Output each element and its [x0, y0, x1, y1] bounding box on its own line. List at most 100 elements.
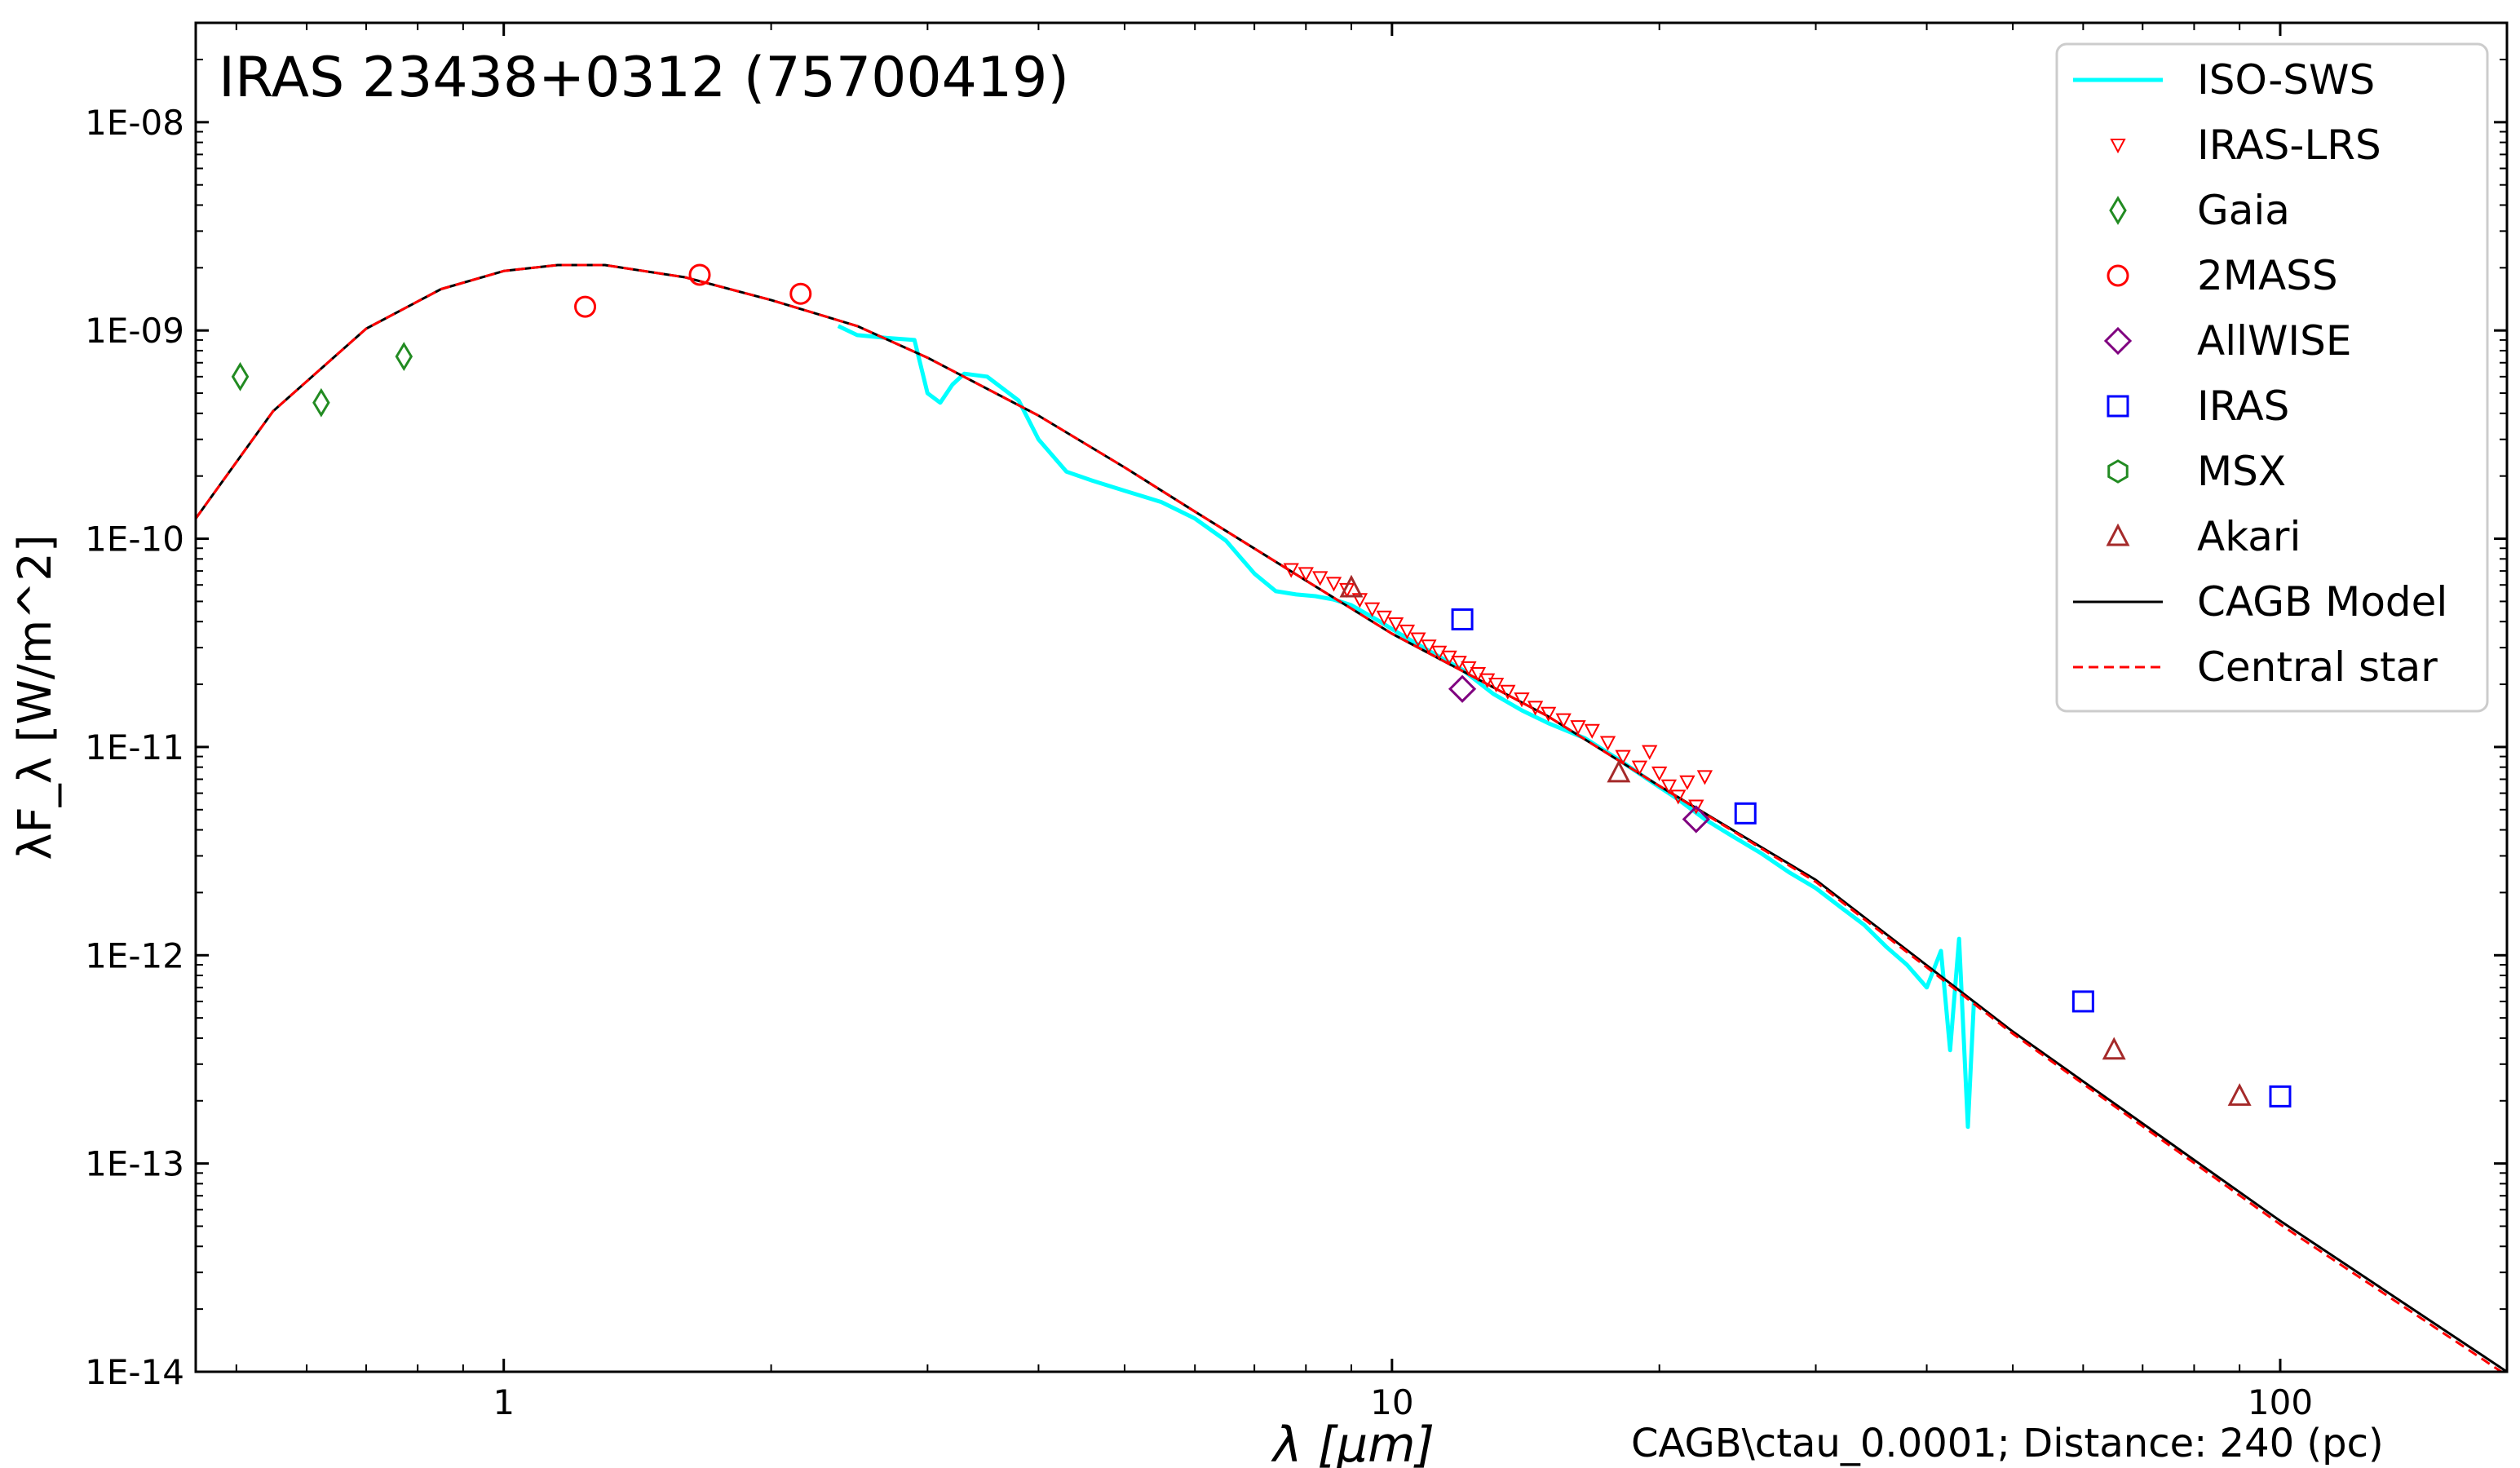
- x-axis-label: λ [μm]: [1271, 1417, 1435, 1468]
- point-iras-lrs: [1325, 577, 1342, 592]
- y-tick-label: 1E-11: [85, 727, 184, 767]
- point-iras-lrs: [1696, 770, 1713, 785]
- series-central-star: [196, 263, 2504, 1372]
- legend-swatch: [2106, 523, 2130, 546]
- point-iras-lrs: [1376, 610, 1392, 626]
- point-iras-lrs: [1651, 766, 1668, 781]
- legend-label: AllWISE: [2197, 317, 2352, 365]
- plot-frame: [194, 21, 2509, 1373]
- point-iras-lrs: [1615, 749, 1631, 765]
- point-gaia: [231, 361, 250, 391]
- point-iras-lrs: [1570, 720, 1586, 736]
- x-tick-label: 100: [2248, 1382, 2313, 1422]
- point-iras-lrs: [1410, 632, 1426, 648]
- point-iras-lrs: [1500, 684, 1516, 700]
- y-tick-label: 1E-14: [85, 1352, 184, 1392]
- series-akari: [1339, 574, 2252, 1106]
- point-iras: [2269, 1085, 2292, 1108]
- legend-swatch: [2107, 395, 2129, 418]
- legend-label: IRAS: [2197, 382, 2289, 430]
- point-iras-lrs: [1298, 567, 1314, 582]
- legend: ISO-SWS IRAS-LRS Gaia 2MASS AllWISE IRAS MSX Ak…: [2055, 42, 2489, 713]
- legend-label: Central star: [2197, 643, 2438, 691]
- legend-entry-cagb-model: CAGB Model: [2073, 578, 2447, 626]
- y-axis-label: λF_λ [W/m^2]: [9, 534, 62, 860]
- point-gaia: [312, 387, 330, 418]
- legend-entry-iso-sws: ISO-SWS: [2073, 56, 2375, 104]
- legend-label: 2MASS: [2197, 252, 2338, 299]
- point-iras-lrs: [1312, 571, 1329, 586]
- legend-swatch: [2109, 196, 2127, 225]
- legend-entry-gaia: Gaia: [2109, 187, 2290, 234]
- legend-label: ISO-SWS: [2197, 56, 2375, 104]
- point-akari: [1339, 574, 1364, 598]
- point-iras-lrs: [1399, 624, 1416, 639]
- legend-entry-akari: Akari: [2106, 513, 2301, 560]
- legend-entry-central-star: Central star: [2073, 643, 2438, 691]
- legend-entry-2mass: 2MASS: [2107, 252, 2338, 299]
- legend-box: [2055, 42, 2489, 713]
- legend-swatch: [2107, 459, 2129, 484]
- series-2mass: [574, 263, 812, 318]
- x-tick-label: 10: [1370, 1382, 1413, 1422]
- point-iras-lrs: [1679, 775, 1695, 790]
- point-iras-lrs: [1670, 789, 1687, 805]
- point-allwise: [1448, 674, 1477, 703]
- legend-items: ISO-SWS IRAS-LRS Gaia 2MASS AllWISE IRAS MSX Ak…: [2073, 56, 2447, 691]
- legend-swatch: [2103, 326, 2133, 356]
- axis-ticks: 1 10 100 1E-08 1E-09 1E-10 1E-11 1E-12 1E-13 1E-1…: [85, 23, 2507, 1422]
- point-iras-lrs: [1660, 779, 1678, 794]
- y-tick-label: 1E-10: [85, 520, 184, 559]
- point-iras-lrs: [1631, 760, 1648, 776]
- point-2mass: [688, 263, 711, 286]
- point-iras-lrs: [1488, 678, 1505, 693]
- point-iras: [1451, 608, 1474, 630]
- point-iras: [2071, 990, 2094, 1013]
- y-tick-label: 1E-09: [85, 311, 184, 351]
- point-2mass: [789, 282, 812, 305]
- point-iras: [1734, 802, 1757, 825]
- legend-entry-iras: IRAS: [2107, 382, 2289, 430]
- legend-entry-msx: MSX: [2107, 448, 2286, 495]
- series-iso-sws: [837, 324, 1976, 1130]
- point-iras-lrs: [1527, 701, 1544, 716]
- legend-label: MSX: [2197, 448, 2286, 495]
- point-2mass: [574, 295, 597, 318]
- series-layer: [196, 263, 2507, 1372]
- y-tick-label: 1E-13: [85, 1144, 184, 1184]
- series-gaia: [231, 342, 413, 418]
- legend-swatch: [2110, 139, 2126, 154]
- point-iras-lrs: [1599, 736, 1616, 751]
- point-iras-lrs: [1688, 799, 1704, 815]
- legend-label: CAGB Model: [2197, 578, 2447, 626]
- legend-entry-allwise: AllWISE: [2103, 317, 2352, 365]
- point-akari: [1607, 759, 1631, 783]
- series-allwise: [1448, 674, 1710, 833]
- model-footnote: CAGB\ctau_0.0001; Distance: 240 (pc): [1631, 1421, 2384, 1466]
- legend-label: IRAS-LRS: [2197, 122, 2381, 169]
- point-iras-lrs: [1514, 692, 1530, 708]
- line-central-star: [196, 263, 2504, 1372]
- x-tick-label: 1: [493, 1382, 515, 1422]
- point-iras-lrs: [1584, 723, 1600, 739]
- point-iras-lrs: [1387, 617, 1404, 633]
- point-allwise: [1682, 805, 1710, 833]
- point-iras-lrs: [1430, 645, 1448, 661]
- legend-label: Gaia: [2197, 187, 2290, 234]
- point-akari: [2102, 1037, 2126, 1060]
- y-tick-label: 1E-08: [85, 103, 184, 143]
- point-akari: [2227, 1083, 2252, 1106]
- legend-entry-iras-lrs: IRAS-LRS: [2110, 122, 2381, 169]
- legend-label: Akari: [2197, 513, 2301, 560]
- y-tick-label: 1E-12: [85, 935, 184, 975]
- line-iso-sws: [837, 324, 1976, 1130]
- point-iras-lrs: [1364, 602, 1381, 617]
- point-iras-lrs: [1283, 563, 1299, 578]
- series-iras: [1451, 608, 2292, 1108]
- legend-swatch: [2107, 264, 2129, 287]
- point-gaia: [395, 342, 413, 372]
- chart-title: IRAS 23438+0312 (75700419): [219, 46, 1069, 110]
- point-iras-lrs: [1642, 745, 1658, 760]
- series-iras-lrs: [1283, 563, 1713, 815]
